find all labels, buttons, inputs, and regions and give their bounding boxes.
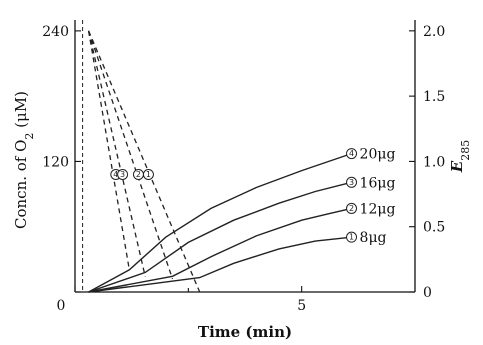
series-label: 12μg [360,201,396,217]
series-label: 16μg [360,175,396,191]
y-right-tick-label: 2.0 [423,24,445,40]
absorbance-line-1 [88,236,352,293]
series-end-marker: 4 [346,148,358,160]
oxygen-marker: 2 [132,168,144,180]
marker-circle [346,148,358,160]
axes: 0 5 120 240 0 0.5 1.0 1.5 2.0 [42,20,445,314]
x-tick-label: 5 [297,298,306,314]
labels: Time (min) Concn. of O2 (μM) E285 20μg 16μg 1… [12,91,472,341]
series-end-marker: 1 [346,231,358,243]
marker-circle [117,168,129,180]
y-right-tick-label: 1.5 [423,89,445,105]
marker-circle [346,231,358,243]
marker-circle [346,176,358,188]
marker-number: 3 [349,178,354,187]
marker-number: 1 [146,170,151,179]
y-axis-right-title: E285 [448,140,472,173]
marker-number: 2 [136,170,141,179]
x-axis-title: Time (min) [198,323,292,341]
series-label: 20μg [360,147,396,163]
marker-number: 4 [349,149,354,158]
oxygen-marker: 1 [142,168,154,180]
absorbance-line-4 [88,152,352,293]
absorbance-line-2 [88,207,352,293]
series-label: 8μg [360,230,387,246]
absorbance-line-3 [88,181,352,293]
marker-circle [142,168,154,180]
oxygen-marker: 3 [117,168,129,180]
oxygen-line-4 [87,30,131,271]
y-right-tick-label: 0.5 [423,220,445,236]
absorbance-lines [88,152,352,293]
y-right-tick-label: 1.0 [423,154,445,170]
marker-number: 2 [349,204,354,213]
marker-number: 1 [349,233,354,242]
y-axis-left-title: Concn. of O2 (μM) [12,91,36,229]
oxygen-line-2 [87,30,174,280]
y-right-tick-label: 0 [423,285,432,301]
y-left-tick-label: 240 [42,24,69,40]
oxygen-line-3 [87,30,146,277]
marker-number: 3 [120,170,125,179]
marker-circle [346,202,358,214]
series-end-marker: 3 [346,176,358,188]
series-end-marker: 2 [346,202,358,214]
y-left-tick-label: 120 [42,154,69,170]
marker-number: 4 [113,170,118,179]
oxygen-line-1 [88,30,201,293]
oxygen-lines [87,30,201,293]
x-tick-label: 0 [57,298,66,314]
